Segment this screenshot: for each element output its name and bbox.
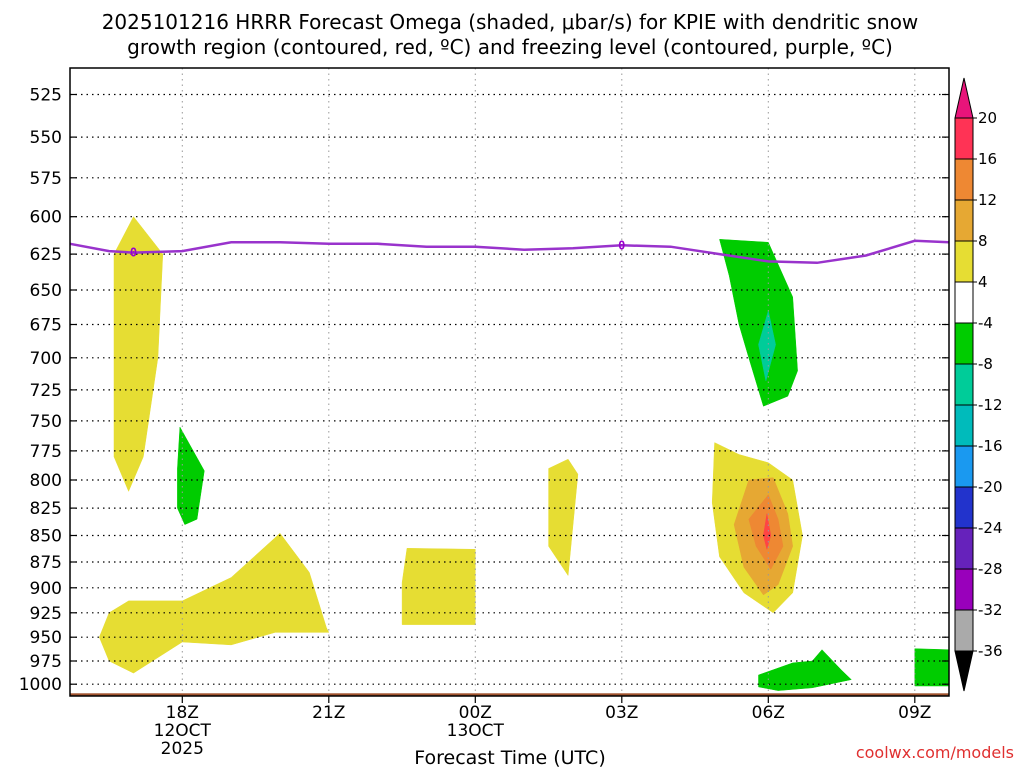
colorbar-label-20: 20 [978, 109, 997, 127]
colorbar-label--36: -36 [978, 642, 1003, 660]
title-line-2: growth region (contoured, red, ºC) and f… [127, 35, 893, 59]
y-tick-label-750: 750 [30, 412, 62, 432]
omega-region-11 [763, 513, 772, 551]
omega-region-7 [758, 310, 776, 382]
omega-region-2 [177, 426, 205, 525]
omega-region-5 [548, 458, 579, 577]
omega-region-1 [113, 216, 164, 492]
colorbar-label--28: -28 [978, 560, 1003, 578]
colorbar-swatch-11 [954, 527, 974, 570]
colorbar-label--32: -32 [978, 601, 1003, 619]
colorbar-swatch-4 [954, 240, 974, 283]
y-tick-label-525: 525 [30, 86, 62, 106]
y-tick-label-575: 575 [30, 169, 62, 189]
y-tick-label-775: 775 [30, 442, 62, 462]
y-tick-label-650: 650 [30, 281, 62, 301]
y-tick-label-875: 875 [30, 553, 62, 573]
freezing-level-line [69, 239, 950, 265]
colorbar-label--20: -20 [978, 478, 1003, 496]
y-tick-label-550: 550 [30, 128, 62, 148]
colorbar-label--16: -16 [978, 437, 1003, 455]
x-tick-label-09Z-1: 09Z [898, 703, 931, 723]
colorbar-swatch-6 [954, 322, 974, 365]
x-tick-label-03Z-1: 03Z [605, 703, 638, 723]
title-line-1: 2025101216 HRRR Forecast Omega (shaded, … [102, 10, 919, 34]
omega-shading [99, 216, 950, 691]
y-tick-label-700: 700 [30, 349, 62, 369]
colorbar-swatch-2 [954, 158, 974, 201]
x-tick-label-18Z-1: 18Z [166, 703, 199, 723]
y-tick-label-850: 850 [30, 527, 62, 547]
credit-text: coolwx.com/models [856, 743, 1014, 762]
colorbar-bottom-arrow [954, 650, 974, 692]
colorbar: 20 16 12 8 4 -4 -8 -12 -16 -20 -24 -28 -32 -36 [954, 77, 1003, 692]
x-tick-label-21Z-1: 21Z [312, 703, 345, 723]
colorbar-swatch-9 [954, 445, 974, 488]
colorbar-label-12: 12 [978, 191, 997, 209]
colorbar-swatch-3 [954, 199, 974, 242]
omega-region-4 [401, 548, 476, 625]
colorbar-label--12: -12 [978, 396, 1003, 414]
omega-region-6 [719, 239, 798, 407]
y-tick-label-675: 675 [30, 316, 62, 336]
freezing-level-contour: 00 [69, 238, 950, 265]
colorbar-swatch-8 [954, 404, 974, 447]
y-tick-label-975: 975 [30, 652, 62, 672]
y-tick-label-825: 825 [30, 499, 62, 519]
y-tick-label-925: 925 [30, 604, 62, 624]
plot-frame [69, 67, 950, 697]
ground-layer [70, 693, 949, 696]
colorbar-label-4: 4 [978, 273, 988, 291]
y-tick-label-950: 950 [30, 628, 62, 648]
y-tick-label-900: 900 [30, 579, 62, 599]
omega-region-12 [758, 649, 852, 691]
y-axis: 525 550 575 600 625 650 675 700 725 750 775 800 825 8… [19, 86, 949, 695]
x-tick-label-00Z-1: 00Z [459, 703, 492, 723]
colorbar-swatch-7 [954, 363, 974, 406]
x-axis-label: Forecast Time (UTC) [414, 747, 605, 768]
freezing-level-label-1: 0 [130, 246, 137, 260]
colorbar-label-16: 16 [978, 150, 997, 168]
x-tick-label-06Z-1: 06Z [752, 703, 785, 723]
colorbar-swatch-1 [954, 117, 974, 160]
y-tick-label-725: 725 [30, 381, 62, 401]
omega-region-3 [99, 532, 330, 674]
colorbar-swatch-10 [954, 486, 974, 529]
colorbar-label--4: -4 [978, 314, 993, 332]
x-tick-label-18Z-2: 12OCT [154, 721, 212, 741]
colorbar-top-arrow [954, 77, 974, 119]
y-tick-label-1000: 1000 [19, 675, 62, 695]
y-tick-label-800: 800 [30, 471, 62, 491]
freezing-level-label-2: 0 [618, 238, 625, 252]
colorbar-label--24: -24 [978, 519, 1003, 537]
omega-region-13 [914, 648, 950, 687]
colorbar-swatch-5 [954, 281, 974, 324]
x-tick-label-18Z-3: 2025 [161, 739, 204, 759]
colorbar-swatch-12 [954, 568, 974, 611]
colorbar-label--8: -8 [978, 355, 993, 373]
ground-surface [70, 693, 949, 696]
y-tick-label-625: 625 [30, 245, 62, 265]
colorbar-swatch-13 [954, 609, 974, 652]
y-tick-label-600: 600 [30, 208, 62, 228]
x-tick-label-00Z-2: 13OCT [447, 721, 505, 741]
colorbar-label-8: 8 [978, 232, 988, 250]
grid-lines [70, 68, 949, 696]
